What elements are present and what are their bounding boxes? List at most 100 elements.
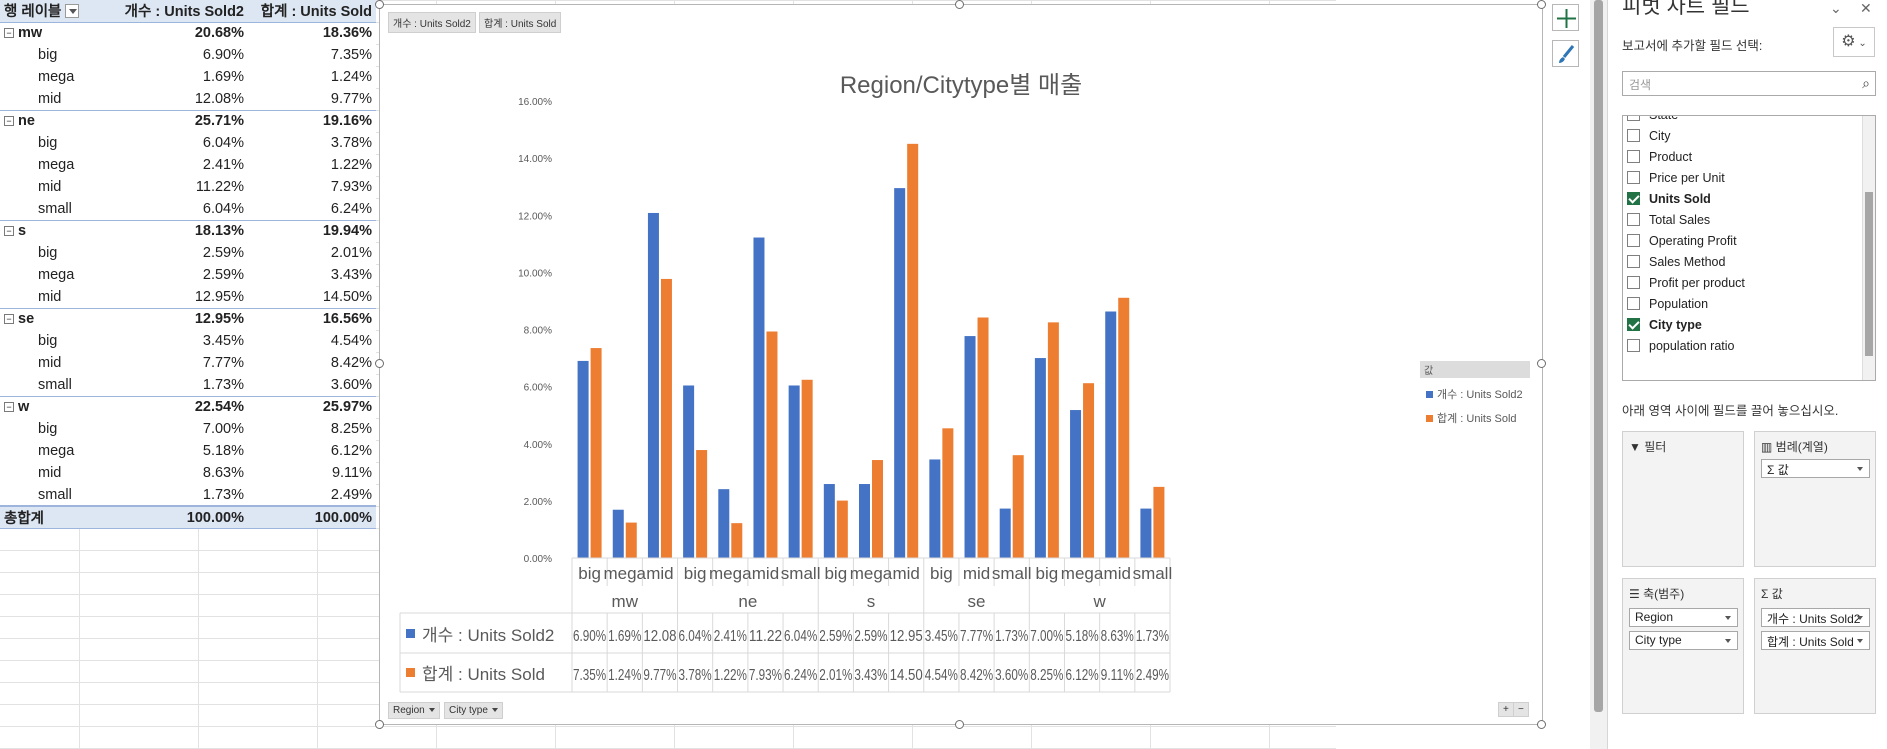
collapse-icon[interactable]: − — [4, 28, 14, 38]
value-cell-count[interactable]: 12.95% — [120, 308, 248, 330]
resize-handle-top-left[interactable] — [375, 0, 384, 9]
chevron-down-icon[interactable]: ⌄ — [1830, 0, 1842, 17]
grand-total-label[interactable]: 총합계 — [0, 506, 120, 529]
chart-elements-button[interactable] — [1552, 4, 1579, 31]
collapse-icon[interactable]: − — [4, 116, 14, 126]
pivot-chart[interactable]: 개수 : Units Sold2 합계 : Units Sold Region/… — [379, 4, 1543, 725]
value-cell-sum[interactable]: 7.93% — [248, 176, 376, 198]
field-list-scroll-thumb[interactable] — [1865, 192, 1873, 356]
field-list-scrollbar[interactable] — [1862, 116, 1875, 380]
value-cell-sum[interactable]: 7.35% — [248, 44, 376, 66]
value-cell-sum[interactable]: 6.24% — [248, 198, 376, 220]
chart-legend[interactable]: 값 개수 : Units Sold2 합계 : Units Sold — [1420, 361, 1530, 426]
row-label-header[interactable]: 행 레이블 — [0, 0, 120, 22]
grand-total-count[interactable]: 100.00% — [120, 506, 248, 529]
field-checkbox[interactable] — [1627, 115, 1640, 121]
field-checkbox[interactable] — [1627, 318, 1640, 331]
expand-field-button[interactable]: + — [1498, 702, 1514, 717]
value-cell-count[interactable]: 11.22% — [120, 176, 248, 198]
field-item[interactable]: Population — [1627, 293, 1708, 314]
axis-item-citytype[interactable]: City type — [1629, 631, 1738, 650]
value-cell-sum[interactable]: 9.11% — [248, 462, 376, 484]
tools-button[interactable]: ⚙ ⌄ — [1833, 27, 1875, 57]
legend-area[interactable]: ▥ 범례(계열) Σ 값 — [1754, 431, 1876, 567]
field-search-input[interactable]: 검색 ⌕ — [1622, 71, 1876, 96]
row-label-cell[interactable]: − w — [0, 396, 120, 418]
resize-handle-bottom-right[interactable] — [1537, 720, 1546, 729]
field-item[interactable]: Profit per product — [1627, 272, 1745, 293]
resize-handle-top-right[interactable] — [1537, 0, 1546, 9]
resize-handle-bottom-center[interactable] — [955, 720, 964, 729]
field-checkbox[interactable] — [1627, 339, 1640, 352]
axis-area[interactable]: ☰ 축(범주) Region City type — [1622, 578, 1744, 714]
field-list[interactable]: State City Product Price per Unit Units Sold… — [1622, 115, 1876, 381]
collapse-icon[interactable]: − — [4, 226, 14, 236]
resize-handle-top-center[interactable] — [955, 0, 964, 9]
col1-header[interactable]: 개수 : Units Sold2 — [120, 0, 248, 22]
value-cell-count[interactable]: 8.63% — [120, 462, 248, 484]
value-cell-sum[interactable]: 9.77% — [248, 88, 376, 110]
field-item[interactable]: Product — [1627, 146, 1692, 167]
field-item[interactable]: Price per Unit — [1627, 167, 1725, 188]
row-label-cell[interactable]: small — [0, 374, 120, 396]
legend-area-item[interactable]: Σ 값 — [1761, 459, 1870, 478]
row-label-cell[interactable]: − ne — [0, 110, 120, 132]
row-label-cell[interactable]: big — [0, 418, 120, 440]
value-cell-sum[interactable]: 18.36% — [248, 22, 376, 44]
field-checkbox[interactable] — [1627, 234, 1640, 247]
value-cell-sum[interactable]: 1.22% — [248, 154, 376, 176]
value-cell-count[interactable]: 12.08% — [120, 88, 248, 110]
value-cell-count[interactable]: 6.90% — [120, 44, 248, 66]
value-cell-count[interactable]: 6.04% — [120, 132, 248, 154]
resize-handle-middle-left[interactable] — [375, 359, 384, 368]
row-label-cell[interactable]: mid — [0, 286, 120, 308]
row-label-filter-button[interactable] — [65, 4, 79, 18]
field-checkbox[interactable] — [1627, 192, 1640, 205]
field-checkbox[interactable] — [1627, 297, 1640, 310]
close-icon[interactable]: ✕ — [1860, 0, 1872, 17]
row-label-cell[interactable]: − mw — [0, 22, 120, 44]
field-checkbox[interactable] — [1627, 129, 1640, 142]
value-cell-count[interactable]: 1.73% — [120, 374, 248, 396]
collapse-field-button[interactable]: − — [1513, 702, 1529, 717]
chart-styles-button[interactable] — [1552, 40, 1579, 67]
value-cell-count[interactable]: 7.77% — [120, 352, 248, 374]
value-cell-count[interactable]: 22.54% — [120, 396, 248, 418]
row-label-cell[interactable]: mega — [0, 66, 120, 88]
values-area[interactable]: Σ 값 개수 : Units Sold2 합계 : Units Sold — [1754, 578, 1876, 714]
row-label-cell[interactable]: small — [0, 198, 120, 220]
row-label-cell[interactable]: mid — [0, 176, 120, 198]
row-label-cell[interactable]: small — [0, 484, 120, 506]
field-item[interactable]: population ratio — [1627, 335, 1734, 356]
value-cell-sum[interactable]: 3.60% — [248, 374, 376, 396]
value-cell-sum[interactable]: 3.43% — [248, 264, 376, 286]
value-cell-count[interactable]: 1.69% — [120, 66, 248, 88]
field-checkbox[interactable] — [1627, 213, 1640, 226]
value-cell-count[interactable]: 2.59% — [120, 242, 248, 264]
field-item[interactable]: City — [1627, 125, 1671, 146]
field-item[interactable]: Sales Method — [1627, 251, 1725, 272]
value-cell-sum[interactable]: 16.56% — [248, 308, 376, 330]
row-label-cell[interactable]: mega — [0, 440, 120, 462]
value-cell-sum[interactable]: 25.97% — [248, 396, 376, 418]
row-label-cell[interactable]: mid — [0, 88, 120, 110]
value-cell-count[interactable]: 6.04% — [120, 198, 248, 220]
value-cell-sum[interactable]: 1.24% — [248, 66, 376, 88]
grand-total-sum[interactable]: 100.00% — [248, 506, 376, 529]
row-label-cell[interactable]: big — [0, 330, 120, 352]
value-cell-sum[interactable]: 8.25% — [248, 418, 376, 440]
resize-handle-middle-right[interactable] — [1537, 359, 1546, 368]
resize-handle-bottom-left[interactable] — [375, 720, 384, 729]
col2-header[interactable]: 합계 : Units Sold — [248, 0, 376, 22]
value-cell-count[interactable]: 5.18% — [120, 440, 248, 462]
field-item[interactable]: State — [1627, 115, 1678, 125]
values-item-count[interactable]: 개수 : Units Sold2 — [1761, 608, 1870, 627]
value-cell-count[interactable]: 12.95% — [120, 286, 248, 308]
collapse-icon[interactable]: − — [4, 314, 14, 324]
filter-area[interactable]: ▼ 필터 — [1622, 431, 1744, 567]
row-label-cell[interactable]: big — [0, 242, 120, 264]
value-cell-count[interactable]: 18.13% — [120, 220, 248, 242]
value-cell-sum[interactable]: 19.94% — [248, 220, 376, 242]
field-checkbox[interactable] — [1627, 150, 1640, 163]
value-cell-sum[interactable]: 19.16% — [248, 110, 376, 132]
